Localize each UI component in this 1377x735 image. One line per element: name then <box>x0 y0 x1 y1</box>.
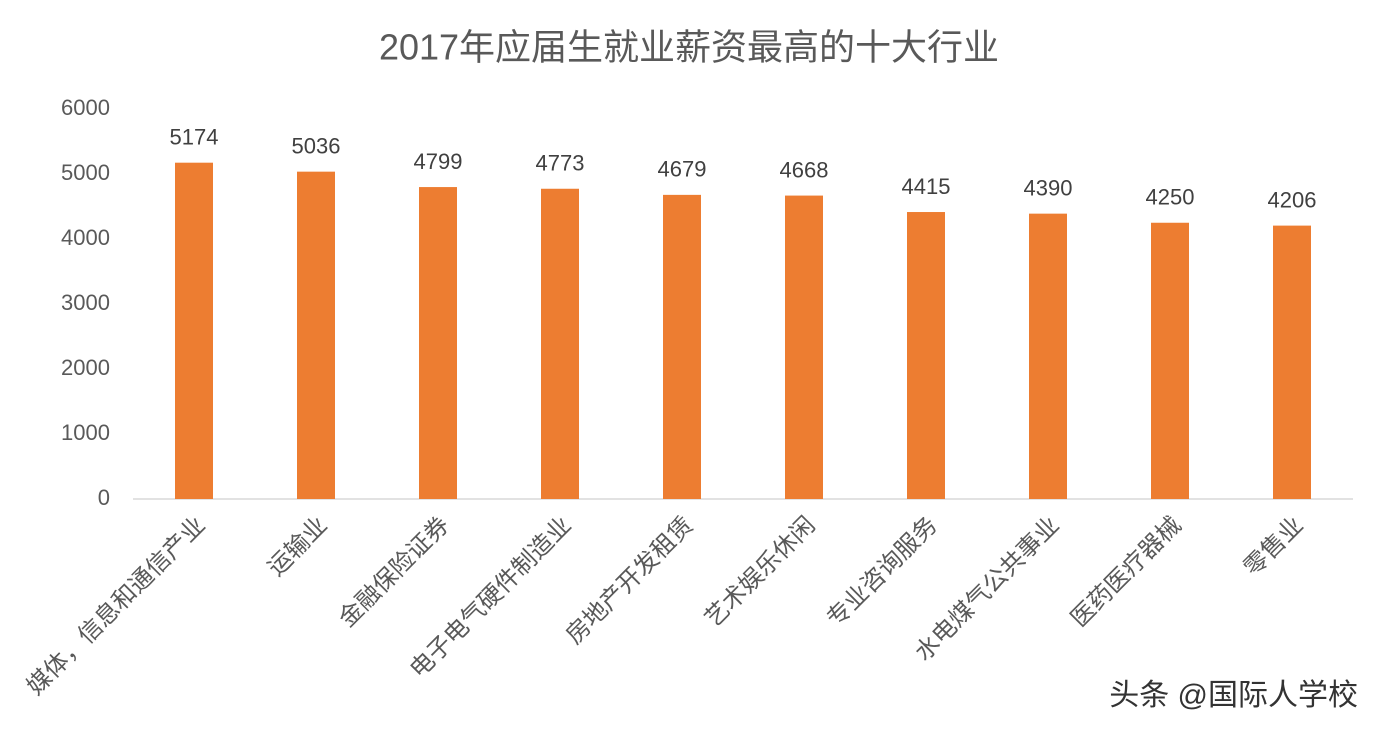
x-tick-label: 艺术娱乐休闲 <box>700 512 821 633</box>
data-label: 5174 <box>170 125 219 150</box>
bar <box>785 195 823 499</box>
y-tick-label: 5000 <box>61 160 110 185</box>
y-tick-label: 3000 <box>61 290 110 315</box>
data-label: 5036 <box>292 133 341 158</box>
x-tick-label: 运输业 <box>263 512 333 582</box>
bar <box>1151 222 1189 499</box>
data-label: 4250 <box>1146 185 1195 210</box>
bar <box>297 171 335 499</box>
data-label: 4773 <box>536 151 585 176</box>
x-tick-label: 金融保险证券 <box>334 512 455 633</box>
data-label: 4799 <box>414 149 463 174</box>
y-tick-label: 1000 <box>61 420 110 445</box>
y-tick-label: 0 <box>98 485 110 510</box>
y-tick-label: 2000 <box>61 355 110 380</box>
data-label: 4668 <box>780 157 829 182</box>
x-tick-label: 房地产开发租赁 <box>561 512 699 650</box>
bar <box>419 187 457 499</box>
x-tick-label: 零售业 <box>1239 512 1309 582</box>
watermark: 头条 @国际人学校 <box>1109 679 1358 712</box>
data-label: 4679 <box>658 157 707 182</box>
bar <box>1029 213 1067 499</box>
x-tick-label: 专业咨询服务 <box>822 512 943 633</box>
data-label: 4415 <box>902 174 951 199</box>
bar <box>175 162 213 499</box>
bar <box>541 188 579 499</box>
y-tick-label: 6000 <box>61 95 110 120</box>
x-tick-label: 媒体，信息和通信产业 <box>22 512 211 701</box>
x-tick-label: 医药医疗器械 <box>1066 512 1187 633</box>
bar <box>1273 225 1311 500</box>
data-label: 4206 <box>1268 187 1317 212</box>
bar <box>907 212 945 499</box>
data-label: 4390 <box>1024 175 1073 200</box>
y-tick-label: 4000 <box>61 225 110 250</box>
chart-title: 2017年应届生就业薪资最高的十大行业 <box>379 27 999 68</box>
bar <box>663 194 701 500</box>
